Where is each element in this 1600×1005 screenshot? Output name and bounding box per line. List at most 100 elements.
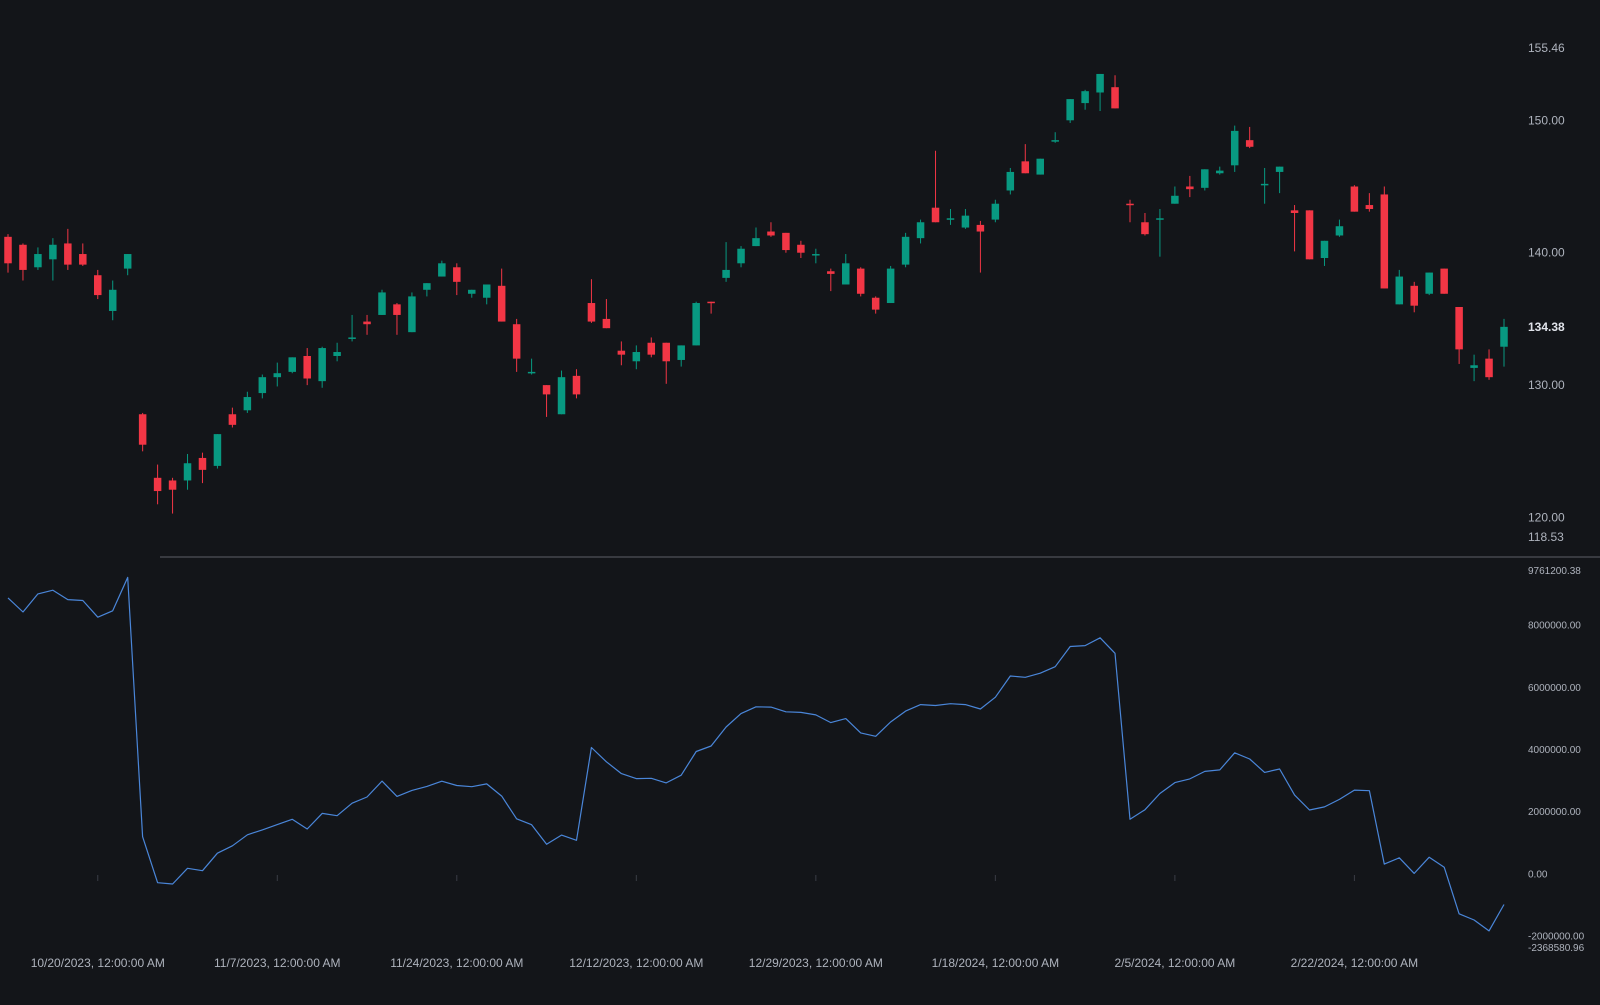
candle-body xyxy=(1410,285,1418,306)
candle xyxy=(108,280,117,321)
candle xyxy=(991,199,1000,223)
candle xyxy=(19,243,27,281)
candle-body xyxy=(34,254,42,268)
candle-body xyxy=(497,285,506,322)
candle xyxy=(737,246,745,268)
candle xyxy=(228,407,237,428)
candle xyxy=(1320,240,1329,266)
candle xyxy=(258,374,267,399)
candle-body xyxy=(19,244,27,270)
candle xyxy=(812,248,820,264)
candle-body xyxy=(393,304,401,315)
candle-body xyxy=(1470,365,1478,368)
candle xyxy=(318,346,326,388)
candle-body xyxy=(737,248,745,264)
candle xyxy=(1171,186,1179,204)
candle-body xyxy=(557,377,566,415)
candle-body xyxy=(632,352,641,362)
time-axis: 10/20/2023, 12:00:00 AM 11/7/2023, 12:00:… xyxy=(31,875,1418,970)
candle xyxy=(123,254,132,276)
candle xyxy=(153,464,162,505)
candle xyxy=(79,243,87,266)
candle xyxy=(213,434,222,469)
candle xyxy=(1186,175,1194,198)
candle xyxy=(1051,132,1059,143)
candle xyxy=(1081,89,1089,110)
candle xyxy=(557,370,566,415)
candle xyxy=(1260,167,1269,204)
candle-body xyxy=(1156,218,1164,220)
candle xyxy=(871,296,880,314)
candle xyxy=(183,453,192,490)
candle xyxy=(1036,158,1044,175)
indicator-axis-label: -2368580.96 xyxy=(1528,943,1585,954)
candle-body xyxy=(1126,203,1134,206)
candle xyxy=(827,268,835,292)
candle xyxy=(303,348,311,386)
candle-body xyxy=(183,463,192,481)
candle-body xyxy=(273,373,282,378)
candle-body xyxy=(916,222,925,239)
candle-body xyxy=(812,254,820,256)
candle-body xyxy=(901,236,910,265)
candle xyxy=(1141,212,1149,236)
candle xyxy=(243,391,252,413)
candle xyxy=(722,242,730,282)
candle-body xyxy=(198,457,207,470)
candle xyxy=(886,265,895,304)
candle-body xyxy=(827,271,835,274)
candle xyxy=(542,385,551,417)
candle-body xyxy=(1320,240,1329,259)
candle xyxy=(34,247,42,270)
candle-body xyxy=(797,244,805,253)
candles-group xyxy=(4,73,1508,514)
candle xyxy=(1201,169,1209,191)
candle-body xyxy=(79,254,87,265)
indicator-axis-label: -2000000.00 xyxy=(1528,932,1585,943)
price-axis-label: 155.46 xyxy=(1528,41,1565,55)
candle-body xyxy=(1006,171,1015,191)
candle xyxy=(1111,75,1119,109)
candle xyxy=(512,318,521,372)
candle-body xyxy=(542,385,551,395)
candle-body xyxy=(1051,140,1059,142)
candle xyxy=(797,240,805,259)
candle-body xyxy=(49,244,57,260)
candle xyxy=(423,283,431,297)
candle xyxy=(842,254,850,285)
candle xyxy=(198,452,207,484)
candle xyxy=(468,289,476,298)
candle xyxy=(677,345,685,367)
candle-body xyxy=(408,296,416,333)
candle-body xyxy=(378,292,386,315)
candle-body xyxy=(213,434,222,466)
candle-body xyxy=(991,203,1000,220)
candle-body xyxy=(1036,158,1044,175)
candle xyxy=(1230,125,1239,172)
candle-body xyxy=(1275,166,1284,172)
candle-body xyxy=(348,337,356,339)
candle xyxy=(333,342,341,362)
candle xyxy=(752,227,760,247)
candle-body xyxy=(1216,170,1224,174)
candle-body xyxy=(1440,268,1448,294)
candle-body xyxy=(153,477,162,492)
candle xyxy=(1365,193,1374,212)
candle-body xyxy=(168,480,177,490)
candle xyxy=(1290,205,1299,252)
candle-body xyxy=(512,324,521,359)
candle-body xyxy=(1500,326,1508,347)
indicator-axis-label: 8000000.00 xyxy=(1528,621,1581,632)
candle-body xyxy=(527,371,536,374)
candle xyxy=(482,284,491,305)
candle xyxy=(94,269,102,300)
candle xyxy=(587,279,596,323)
candle-body xyxy=(288,357,296,372)
time-axis-label: 12/12/2023, 12:00:00 AM xyxy=(569,956,703,970)
candle-body xyxy=(228,414,237,425)
candle xyxy=(288,357,296,374)
candle xyxy=(393,303,401,335)
candle xyxy=(782,232,790,253)
